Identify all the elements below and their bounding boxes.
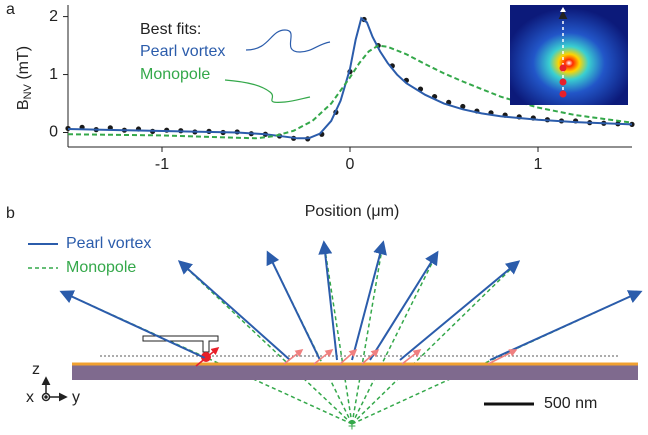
- nv-arrows: [195, 346, 518, 367]
- panel-label: a: [6, 1, 15, 18]
- legend-entry: Pearl vortex: [140, 43, 225, 60]
- axis-z: z: [32, 361, 40, 378]
- scale-bar-label: 500 nm: [544, 395, 597, 412]
- y-axis-label: BNV (mT): [15, 46, 34, 110]
- coordinate-axes: [41, 376, 68, 402]
- panel-label: b: [6, 205, 15, 222]
- y-tick-label: 2: [49, 8, 58, 25]
- legend-connector: [245, 29, 331, 53]
- fit-line: [67, 16, 633, 140]
- legend-entry: Monopole: [140, 66, 210, 83]
- fit-line: [67, 44, 633, 140]
- inset-image: [510, 5, 628, 105]
- axis-x: x: [26, 389, 34, 406]
- cantilever-tip: [142, 335, 219, 353]
- monopole-lines: [61, 242, 641, 425]
- y-tick-label: 0: [49, 124, 58, 141]
- vortex-arrows: [59, 240, 643, 361]
- legend-entry: Monopole: [66, 259, 136, 276]
- legend-entry: Pearl vortex: [66, 235, 151, 252]
- x-tick-label: -1: [155, 156, 169, 173]
- axis-y: y: [72, 389, 80, 406]
- x-tick-label: 1: [534, 156, 543, 173]
- legend-title: Best fits:: [140, 21, 201, 38]
- monopole-source: +: [348, 418, 356, 434]
- y-tick-label: 1: [49, 66, 58, 83]
- data-point: [460, 103, 466, 110]
- x-axis-label: Position (μm): [305, 203, 400, 220]
- x-tick-label: 0: [346, 156, 355, 173]
- substrate: [72, 365, 638, 380]
- legend-connector: [224, 79, 311, 103]
- plot-area: 0 1 2 -1 0 1: [49, 5, 635, 173]
